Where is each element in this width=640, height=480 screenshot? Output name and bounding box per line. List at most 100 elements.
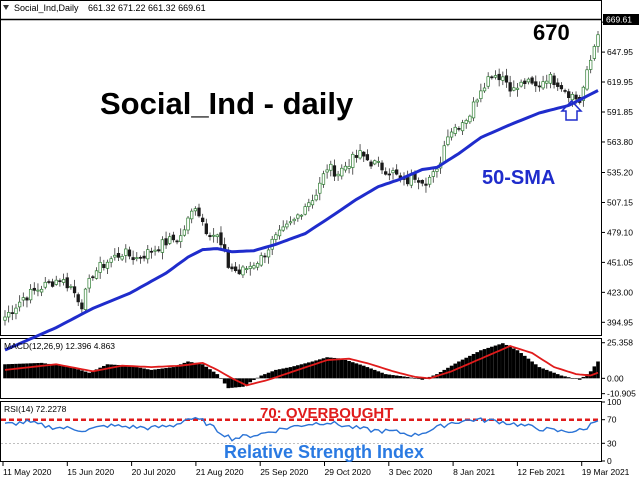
macd-bar xyxy=(457,361,461,379)
macd-axis-label: 25.358 xyxy=(607,338,633,348)
x-axis-label: 20 Jul 2020 xyxy=(132,467,176,477)
candle-body xyxy=(105,261,110,269)
macd-bar xyxy=(61,366,66,379)
candle-body xyxy=(479,90,483,99)
candle-body xyxy=(204,223,208,235)
candle-body xyxy=(83,288,88,310)
macd-bar xyxy=(156,368,161,379)
macd-bar xyxy=(142,368,146,379)
macd-bar xyxy=(471,353,476,379)
macd-bar xyxy=(453,363,458,379)
macd-bar xyxy=(336,358,340,379)
candle-body xyxy=(420,180,424,184)
candle-body xyxy=(32,287,36,291)
candle-body xyxy=(241,266,245,276)
candle-body xyxy=(28,289,33,301)
macd-bar xyxy=(175,365,179,379)
candle-body xyxy=(263,255,267,258)
candle-body xyxy=(226,251,230,268)
macd-bar xyxy=(365,367,370,379)
candle-body xyxy=(497,73,501,81)
price-axis-label: 591.85 xyxy=(607,107,633,117)
macd-bar xyxy=(109,364,113,379)
rsi-axis-label: 70 xyxy=(607,415,617,425)
current-price-tag xyxy=(603,14,639,25)
candle-body xyxy=(482,87,487,92)
candle-body xyxy=(471,101,476,119)
price-axis-label: 423.00 xyxy=(607,287,633,297)
macd-bar xyxy=(10,364,15,379)
candle-body xyxy=(171,234,176,241)
candle-body xyxy=(325,169,329,173)
candle-body xyxy=(365,154,370,161)
candle-body xyxy=(464,120,468,124)
x-axis-label: 29 Oct 2020 xyxy=(325,467,372,477)
candle-body xyxy=(512,87,516,91)
candle-body xyxy=(248,265,252,269)
candle-body xyxy=(102,264,106,268)
macd-bar xyxy=(339,358,344,379)
candle-body xyxy=(384,171,388,175)
candle-body xyxy=(574,94,578,100)
macd-bar xyxy=(178,364,183,379)
candle-body xyxy=(537,85,542,88)
sma-label: 50-SMA xyxy=(482,167,555,189)
macd-bar xyxy=(541,368,545,379)
macd-bar xyxy=(274,369,278,379)
macd-bar xyxy=(303,363,307,379)
macd-bar xyxy=(533,364,538,379)
candle-body xyxy=(131,257,135,261)
macd-bar xyxy=(383,374,388,379)
candle-body xyxy=(354,155,359,158)
candle-body xyxy=(416,180,421,183)
overbought-label: 70: OVERBOUGHT xyxy=(260,405,393,422)
candle-body xyxy=(589,59,593,70)
macd-bar xyxy=(54,364,59,379)
macd-bar xyxy=(493,345,498,379)
macd-bar xyxy=(585,374,589,379)
sma-line xyxy=(4,89,599,352)
macd-bar xyxy=(482,349,487,379)
macd-bar xyxy=(350,362,355,379)
candle-body xyxy=(504,75,509,83)
macd-bar xyxy=(123,365,128,379)
candle-body xyxy=(475,99,479,103)
macd-bar xyxy=(548,371,553,379)
x-axis-label: 8 Jan 2021 xyxy=(453,467,495,477)
candle-body xyxy=(446,136,450,145)
candle-body xyxy=(493,75,498,78)
candle-body xyxy=(508,82,512,92)
candle-body xyxy=(501,76,505,81)
macd-bar xyxy=(270,371,275,379)
candle-body xyxy=(457,128,461,130)
macd-bar xyxy=(596,361,600,379)
rsi-line xyxy=(4,416,599,442)
candle-body xyxy=(552,75,556,85)
candle-body xyxy=(427,176,432,185)
macd-bar xyxy=(50,364,55,379)
macd-axis-label: -10.905 xyxy=(607,389,636,399)
candle-body xyxy=(321,173,326,185)
candle-body xyxy=(424,183,428,186)
candle-body xyxy=(87,278,91,289)
macd-bar xyxy=(504,344,509,379)
macd-bar xyxy=(544,369,549,379)
macd-bar xyxy=(76,369,81,379)
candle-body xyxy=(233,266,238,272)
macd-axis-label: 0.00 xyxy=(607,373,624,383)
macd-bar xyxy=(98,367,102,379)
candle-body xyxy=(303,206,307,215)
macd-bar xyxy=(332,357,337,379)
triangle-down-icon[interactable] xyxy=(3,5,9,10)
candle-body xyxy=(351,153,355,168)
x-axis-label: 25 Sep 2020 xyxy=(260,467,308,477)
macd-bar xyxy=(526,358,531,379)
candle-body xyxy=(58,280,62,283)
ohlc-readout: 661.32 671.22 661.32 669.61 xyxy=(88,3,206,13)
macd-bar xyxy=(3,364,7,379)
x-axis-label: 11 May 2020 xyxy=(3,467,52,477)
macd-bar xyxy=(149,369,154,379)
symbol-label: Social_Ind,Daily xyxy=(14,3,79,13)
macd-bar xyxy=(58,365,62,379)
candle-body xyxy=(142,255,146,259)
